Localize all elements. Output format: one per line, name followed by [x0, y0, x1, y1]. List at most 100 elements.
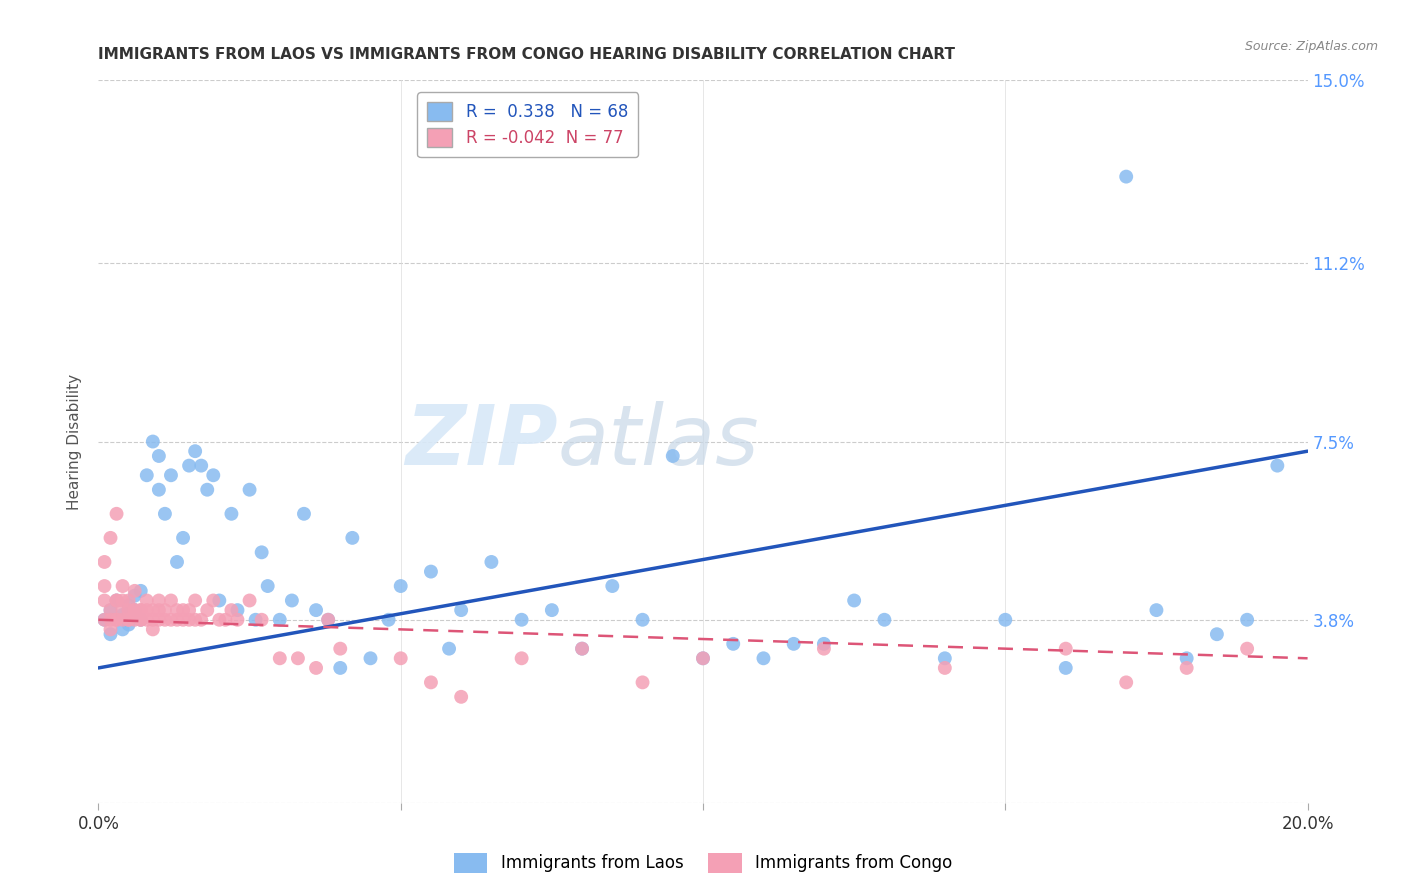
Point — [316, 613, 339, 627]
Point — [100, 627, 122, 641]
Point — [129, 613, 152, 627]
Point — [214, 613, 236, 627]
Point — [329, 641, 352, 656]
Point — [124, 603, 146, 617]
Point — [661, 449, 683, 463]
Point — [135, 468, 157, 483]
Point — [142, 613, 165, 627]
Y-axis label: Hearing Disability: Hearing Disability — [67, 374, 83, 509]
Point — [129, 613, 152, 627]
Point — [124, 583, 146, 598]
Point — [813, 641, 835, 656]
Point — [111, 603, 134, 617]
Text: ZIP: ZIP — [405, 401, 558, 482]
Point — [118, 599, 141, 613]
Point — [221, 507, 243, 521]
Point — [100, 603, 122, 617]
Point — [1236, 613, 1258, 627]
Point — [195, 483, 218, 497]
Point — [148, 593, 170, 607]
Point — [100, 623, 122, 637]
Point — [105, 613, 128, 627]
Point — [135, 603, 157, 617]
Point — [245, 613, 267, 627]
Legend: R =  0.338   N = 68, R = -0.042  N = 77: R = 0.338 N = 68, R = -0.042 N = 77 — [418, 92, 638, 157]
Point — [420, 565, 443, 579]
Point — [172, 531, 194, 545]
Point — [844, 593, 866, 607]
Point — [208, 593, 231, 607]
Point — [873, 613, 896, 627]
Point — [184, 593, 207, 607]
Point — [783, 637, 806, 651]
Point — [1175, 651, 1198, 665]
Point — [129, 603, 152, 617]
Point — [118, 617, 141, 632]
Point — [1115, 169, 1137, 184]
Point — [934, 661, 956, 675]
Point — [179, 458, 201, 473]
Point — [105, 593, 128, 607]
Point — [631, 675, 654, 690]
Point — [813, 637, 835, 651]
Point — [226, 603, 249, 617]
Point — [1054, 661, 1077, 675]
Point — [571, 641, 593, 656]
Point — [93, 555, 115, 569]
Point — [100, 613, 122, 627]
Point — [93, 593, 115, 607]
Point — [142, 603, 165, 617]
Point — [142, 623, 165, 637]
Point — [166, 613, 188, 627]
Point — [360, 651, 382, 665]
Point — [221, 603, 243, 617]
Point — [160, 593, 183, 607]
Point — [124, 589, 146, 603]
Point — [281, 593, 304, 607]
Point — [148, 603, 170, 617]
Point — [118, 613, 141, 627]
Point — [571, 641, 593, 656]
Point — [239, 593, 262, 607]
Point — [329, 661, 352, 675]
Point — [202, 593, 225, 607]
Point — [111, 607, 134, 622]
Point — [148, 449, 170, 463]
Point — [184, 444, 207, 458]
Point — [111, 579, 134, 593]
Point — [148, 613, 170, 627]
Point — [153, 613, 176, 627]
Point — [118, 603, 141, 617]
Point — [208, 613, 231, 627]
Point — [510, 613, 533, 627]
Point — [510, 651, 533, 665]
Point — [692, 651, 714, 665]
Point — [118, 593, 141, 607]
Point — [100, 603, 122, 617]
Point — [342, 531, 364, 545]
Text: IMMIGRANTS FROM LAOS VS IMMIGRANTS FROM CONGO HEARING DISABILITY CORRELATION CHA: IMMIGRANTS FROM LAOS VS IMMIGRANTS FROM … — [98, 47, 956, 62]
Point — [184, 613, 207, 627]
Point — [602, 579, 624, 593]
Legend: Immigrants from Laos, Immigrants from Congo: Immigrants from Laos, Immigrants from Co… — [447, 847, 959, 880]
Point — [1267, 458, 1289, 473]
Point — [1144, 603, 1167, 617]
Point — [1236, 641, 1258, 656]
Point — [226, 613, 249, 627]
Point — [105, 613, 128, 627]
Point — [1115, 675, 1137, 690]
Point — [172, 603, 194, 617]
Point — [752, 651, 775, 665]
Point — [389, 579, 412, 593]
Point — [292, 507, 315, 521]
Point — [124, 603, 146, 617]
Point — [135, 593, 157, 607]
Point — [269, 613, 291, 627]
Point — [723, 637, 745, 651]
Point — [166, 555, 188, 569]
Point — [172, 613, 194, 627]
Point — [389, 651, 412, 665]
Point — [111, 623, 134, 637]
Point — [111, 613, 134, 627]
Text: Source: ZipAtlas.com: Source: ZipAtlas.com — [1244, 40, 1378, 54]
